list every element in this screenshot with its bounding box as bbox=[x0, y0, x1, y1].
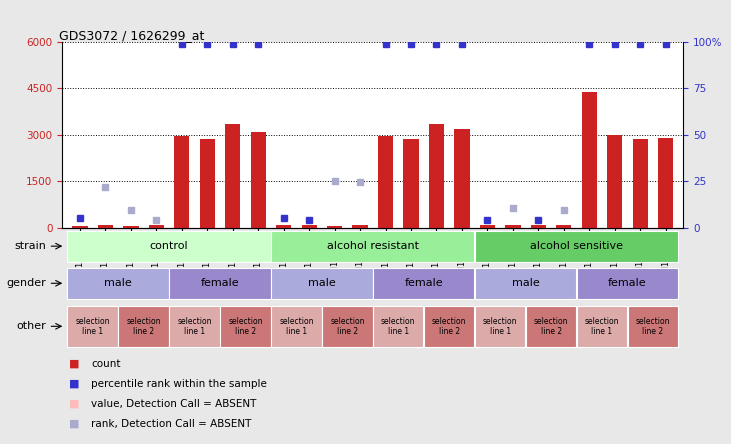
Bar bbox=[577, 268, 678, 299]
Bar bbox=[475, 268, 576, 299]
Text: selection
line 2: selection line 2 bbox=[126, 317, 161, 336]
Bar bbox=[658, 138, 673, 228]
Bar bbox=[424, 306, 474, 347]
Text: male: male bbox=[512, 278, 539, 288]
Text: alcohol sensitive: alcohol sensitive bbox=[530, 241, 623, 251]
Text: selection
line 1: selection line 1 bbox=[381, 317, 415, 336]
Text: selection
line 1: selection line 1 bbox=[178, 317, 212, 336]
Text: gender: gender bbox=[7, 278, 47, 288]
Bar bbox=[373, 306, 423, 347]
Text: selection
line 2: selection line 2 bbox=[636, 317, 670, 336]
Bar bbox=[67, 230, 270, 262]
Bar bbox=[67, 268, 169, 299]
Text: selection
line 2: selection line 2 bbox=[432, 317, 466, 336]
Text: male: male bbox=[105, 278, 132, 288]
Text: ■: ■ bbox=[69, 399, 80, 409]
Bar bbox=[170, 306, 220, 347]
Bar bbox=[322, 306, 373, 347]
Text: control: control bbox=[150, 241, 189, 251]
Text: selection
line 1: selection line 1 bbox=[585, 317, 619, 336]
Bar bbox=[475, 306, 526, 347]
Bar bbox=[404, 139, 419, 228]
Bar bbox=[220, 306, 270, 347]
Text: alcohol resistant: alcohol resistant bbox=[327, 241, 419, 251]
Bar bbox=[72, 226, 88, 228]
Text: selection
line 1: selection line 1 bbox=[75, 317, 110, 336]
Text: ■: ■ bbox=[69, 419, 80, 429]
Bar bbox=[505, 226, 520, 228]
Bar bbox=[607, 135, 622, 228]
Bar bbox=[480, 225, 495, 228]
Bar bbox=[98, 225, 113, 228]
Text: female: female bbox=[201, 278, 239, 288]
Text: selection
line 2: selection line 2 bbox=[534, 317, 568, 336]
Bar bbox=[327, 226, 342, 228]
Text: GDS3072 / 1626299_at: GDS3072 / 1626299_at bbox=[59, 29, 205, 42]
Text: female: female bbox=[404, 278, 443, 288]
Bar bbox=[251, 132, 266, 228]
Bar bbox=[67, 306, 118, 347]
Text: male: male bbox=[308, 278, 336, 288]
Text: selection
line 1: selection line 1 bbox=[279, 317, 314, 336]
Bar bbox=[632, 139, 648, 228]
Text: ■: ■ bbox=[69, 379, 80, 389]
Bar bbox=[118, 306, 169, 347]
Bar bbox=[276, 225, 292, 228]
Bar bbox=[454, 129, 469, 228]
Bar bbox=[373, 268, 474, 299]
Bar bbox=[429, 124, 444, 228]
Bar bbox=[200, 139, 215, 228]
Text: value, Detection Call = ABSENT: value, Detection Call = ABSENT bbox=[91, 399, 257, 409]
Text: count: count bbox=[91, 359, 121, 369]
Bar bbox=[582, 92, 597, 228]
Bar bbox=[526, 306, 576, 347]
Text: female: female bbox=[608, 278, 647, 288]
Bar bbox=[271, 230, 474, 262]
Text: selection
line 2: selection line 2 bbox=[228, 317, 262, 336]
Text: percentile rank within the sample: percentile rank within the sample bbox=[91, 379, 268, 389]
Bar bbox=[577, 306, 627, 347]
Bar bbox=[556, 225, 572, 228]
Bar bbox=[174, 136, 189, 228]
Bar bbox=[124, 226, 139, 228]
Text: selection
line 2: selection line 2 bbox=[330, 317, 365, 336]
Bar bbox=[271, 306, 322, 347]
Bar bbox=[170, 268, 270, 299]
Bar bbox=[628, 306, 678, 347]
Text: ■: ■ bbox=[69, 359, 80, 369]
Bar bbox=[225, 124, 240, 228]
Bar bbox=[352, 225, 368, 228]
Text: strain: strain bbox=[15, 241, 47, 251]
Text: rank, Detection Call = ABSENT: rank, Detection Call = ABSENT bbox=[91, 419, 251, 429]
Bar bbox=[271, 268, 373, 299]
Text: selection
line 1: selection line 1 bbox=[483, 317, 518, 336]
Bar bbox=[475, 230, 678, 262]
Bar bbox=[148, 225, 164, 228]
Text: other: other bbox=[17, 321, 47, 331]
Bar bbox=[378, 136, 393, 228]
Bar bbox=[301, 226, 317, 228]
Bar bbox=[531, 225, 546, 228]
